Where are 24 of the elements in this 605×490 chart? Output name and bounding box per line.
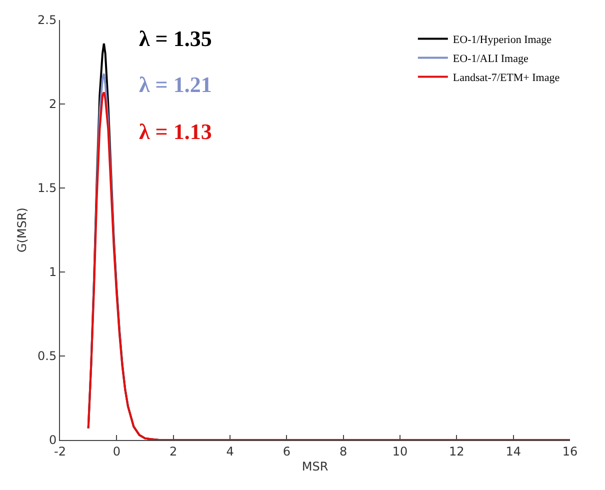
x-tick-label: 14 [506, 444, 521, 458]
y-tick-label: 1.5 [38, 181, 57, 196]
y-axis-title: G(MSR) [15, 208, 29, 252]
legend-label: Landsat-7/ETM+ Image [452, 72, 560, 84]
x-tick-label: 4 [226, 444, 234, 458]
x-tick-label: 12 [449, 444, 464, 458]
y-tick-label: 0 [48, 433, 57, 448]
y-tick-label: 2 [48, 97, 57, 112]
x-tick-label: 2 [170, 444, 178, 458]
annotation: λ = 1.21 [139, 72, 212, 97]
y-tick-label: 2.5 [38, 13, 57, 28]
x-tick-label: 0 [112, 444, 120, 458]
legend-label: EO-1/Hyperion Image [452, 34, 552, 46]
y-tick-label: 1 [48, 265, 57, 280]
legend-label: EO-1/ALI Image [452, 52, 528, 65]
x-tick-label: 6 [282, 444, 290, 458]
x-tick-label: 16 [562, 444, 578, 458]
y-tick-label: 0.5 [38, 349, 57, 364]
x-axis-title: MSR [302, 459, 328, 474]
x-tick-label: 8 [340, 444, 348, 458]
x-tick-label: 10 [392, 444, 408, 458]
annotation: λ = 1.13 [139, 119, 212, 144]
x-tick-label: -2 [54, 444, 66, 458]
annotation: λ = 1.35 [139, 26, 212, 51]
